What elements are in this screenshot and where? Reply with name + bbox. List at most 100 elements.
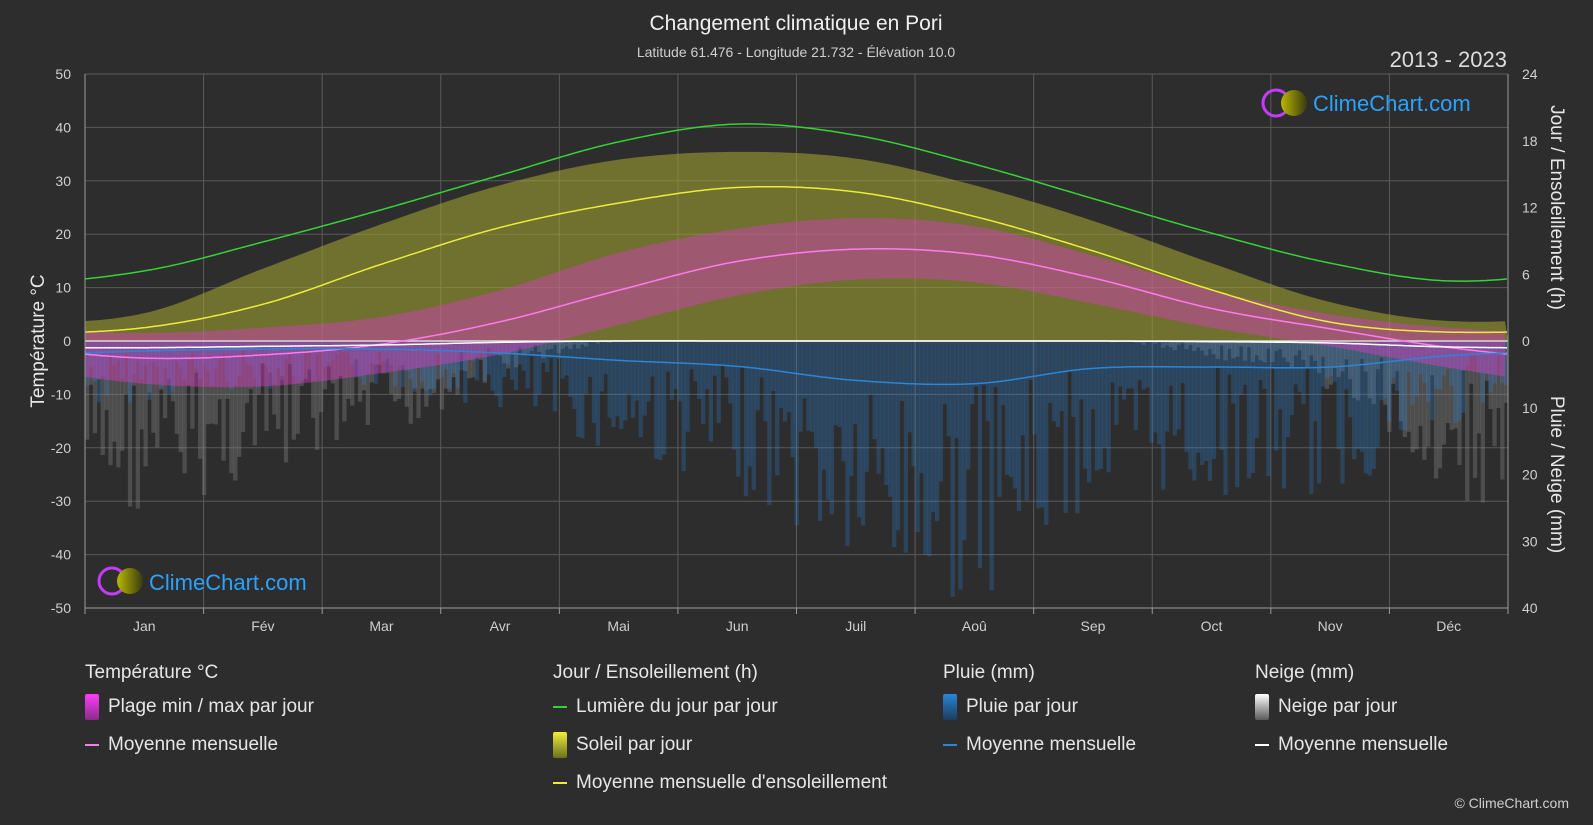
legend: Température °C Plage min / max par jour …: [0, 662, 1593, 812]
snow-day-bar: [392, 341, 398, 402]
rain-day-bar: [584, 341, 589, 394]
rain-day-bar: [704, 341, 710, 390]
snow-day-bar: [217, 341, 222, 400]
rain-day-bar: [802, 341, 807, 399]
snow-day-bar: [1418, 341, 1423, 426]
snow-day-bar: [1238, 341, 1244, 347]
rain-day-bar: [736, 341, 741, 477]
rain-day-bar: [658, 341, 663, 460]
rain-day-bar: [552, 341, 558, 412]
snow-day-bar: [354, 341, 359, 360]
rain-day-bar: [1383, 341, 1388, 399]
rain-day-bar: [697, 341, 702, 399]
rain-day-bar: [580, 341, 585, 439]
rain-day-bar: [1336, 341, 1341, 450]
rain-day-bar: [494, 341, 499, 397]
rain-day-bar: [248, 341, 254, 366]
logo-bottom: ClimeChart.com: [97, 566, 307, 596]
temp-range-swatch: [85, 694, 99, 720]
rain-day-bar: [1254, 341, 1259, 439]
rain-day-bar: [396, 341, 402, 367]
rain-day-bar: [1188, 341, 1193, 470]
rain-day-bar: [482, 341, 487, 382]
snow-day-bar: [1231, 341, 1236, 359]
snow-day-bar: [428, 341, 433, 389]
snow-day-bar: [1359, 341, 1365, 359]
snow-day-bar: [330, 341, 335, 384]
snow-day-bar: [424, 341, 429, 407]
snow-day-bar: [88, 341, 94, 385]
snow-day-bar: [1328, 341, 1333, 385]
rain-daily-swatch: [943, 694, 957, 720]
rain-day-bar: [1480, 341, 1486, 403]
x-tick-label: Jun: [726, 618, 749, 634]
x-tick-label: Aoû: [962, 618, 987, 634]
snow-day-bar: [166, 341, 172, 379]
snow-day-bar: [1285, 341, 1291, 362]
snow-day-bar: [1254, 341, 1259, 356]
rain-day-bar: [174, 341, 179, 362]
snow-day-bar: [198, 341, 203, 459]
rain-day-bar: [681, 341, 686, 472]
rain-day-bar: [1176, 341, 1181, 430]
y-left-tick: 40: [55, 119, 71, 135]
rain-day-bar: [1219, 341, 1224, 450]
rain-day-bar: [1289, 341, 1294, 415]
rain-day-bar: [229, 341, 234, 390]
snow-day-bar: [1406, 341, 1411, 432]
rain-day-bar: [790, 341, 795, 458]
rain-day-bar: [400, 341, 406, 388]
snow-day-bar: [1426, 341, 1431, 447]
rain-day-bar: [1375, 341, 1380, 448]
rain-day-bar: [724, 341, 729, 378]
snow-day-bar: [385, 341, 390, 360]
y-right-hours-label: Jour / Ensoleillement (h): [1546, 105, 1567, 310]
temp-mean-swatch: [85, 744, 99, 746]
snow-day-bar: [467, 341, 472, 379]
rain-daily-label: Pluie par jour: [966, 696, 1078, 717]
snow-day-bar: [1445, 341, 1450, 423]
rain-day-bar: [233, 341, 238, 386]
snow-day-bar: [120, 341, 125, 451]
rain-day-bar: [755, 341, 760, 411]
rain-day-bar: [1200, 341, 1205, 465]
snow-day-bar: [431, 341, 437, 393]
rain-day-bar: [751, 341, 756, 491]
rain-day-bar: [428, 341, 433, 396]
snow-day-bar: [194, 341, 199, 373]
rain-day-bar: [1192, 341, 1197, 481]
snow-day-bar: [1200, 341, 1205, 351]
rain-day-bar: [1301, 341, 1306, 405]
rain-day-bar: [989, 341, 994, 591]
rain-day-bar: [1153, 341, 1158, 433]
rain-day-bar: [864, 341, 870, 472]
snow-day-bar: [279, 341, 285, 376]
y-right-precip-label: Pluie / Neige (mm): [1546, 396, 1567, 553]
rain-day-bar: [439, 341, 445, 377]
rain-day-bar: [416, 341, 421, 369]
rain-day-bar: [623, 341, 628, 421]
rain-day-bar: [120, 341, 125, 378]
snow-day-bar: [1203, 341, 1209, 356]
y-left-tick: -30: [51, 493, 71, 509]
snow-day-bar: [552, 341, 558, 345]
snow-day-bar: [541, 341, 546, 359]
rain-day-bar: [474, 341, 480, 381]
rain-day-bar: [299, 341, 304, 381]
snow-day-bar: [377, 341, 382, 365]
snow-day-bar: [521, 341, 526, 356]
legend-rain-title: Pluie (mm): [943, 662, 1035, 683]
snow-day-bar: [334, 341, 339, 441]
rain-day-bar: [478, 341, 484, 354]
snow-day-bar: [443, 341, 448, 389]
rain-day-bar: [654, 341, 659, 459]
snow-day-bar: [307, 341, 312, 370]
rain-day-bar: [1461, 341, 1466, 413]
rain-day-bar: [962, 341, 967, 541]
snow-day-bar: [400, 341, 406, 366]
rain-day-bar: [739, 341, 745, 367]
rain-day-bar: [1316, 341, 1322, 484]
snow-day-bar: [322, 341, 328, 390]
rain-day-bar: [537, 341, 542, 395]
snow-day-bar: [104, 341, 109, 410]
